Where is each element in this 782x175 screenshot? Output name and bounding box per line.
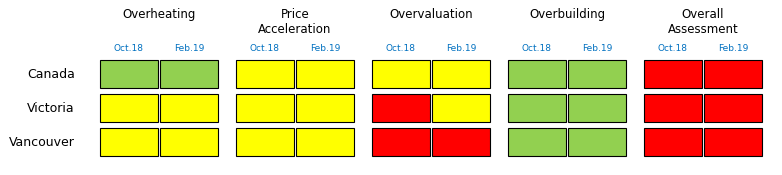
Text: Oct.18: Oct.18 — [386, 44, 416, 53]
Bar — [236, 94, 294, 122]
Bar — [704, 94, 762, 122]
Bar — [644, 128, 702, 156]
Bar — [100, 128, 158, 156]
Bar — [432, 60, 490, 88]
Bar — [296, 60, 354, 88]
Bar — [372, 128, 430, 156]
Bar — [160, 94, 218, 122]
Bar — [704, 128, 762, 156]
Bar — [644, 60, 702, 88]
Bar — [568, 60, 626, 88]
Text: Overbuilding: Overbuilding — [529, 8, 605, 21]
Text: Overheating: Overheating — [122, 8, 196, 21]
Text: Price
Acceleration: Price Acceleration — [258, 8, 332, 36]
Bar — [236, 60, 294, 88]
Text: Oct.18: Oct.18 — [522, 44, 552, 53]
Text: Canada: Canada — [27, 68, 75, 80]
Bar — [644, 94, 702, 122]
Bar — [100, 60, 158, 88]
Bar — [568, 94, 626, 122]
Text: Oct.18: Oct.18 — [658, 44, 688, 53]
Text: Victoria: Victoria — [27, 102, 75, 114]
Bar — [432, 128, 490, 156]
Bar — [160, 128, 218, 156]
Bar — [372, 94, 430, 122]
Text: Overvaluation: Overvaluation — [389, 8, 473, 21]
Text: Feb.19: Feb.19 — [582, 44, 612, 53]
Text: Oct.18: Oct.18 — [114, 44, 144, 53]
Bar — [508, 94, 566, 122]
Bar — [372, 60, 430, 88]
Bar — [568, 128, 626, 156]
Text: Overall
Assessment: Overall Assessment — [668, 8, 738, 36]
Text: Feb.19: Feb.19 — [446, 44, 476, 53]
Text: Feb.19: Feb.19 — [310, 44, 340, 53]
Text: Vancouver: Vancouver — [9, 135, 75, 149]
Bar — [508, 128, 566, 156]
Bar — [160, 60, 218, 88]
Bar — [100, 94, 158, 122]
Text: Feb.19: Feb.19 — [174, 44, 204, 53]
Bar — [236, 128, 294, 156]
Bar — [704, 60, 762, 88]
Bar — [296, 128, 354, 156]
Bar — [508, 60, 566, 88]
Text: Feb.19: Feb.19 — [718, 44, 748, 53]
Bar — [432, 94, 490, 122]
Text: Oct.18: Oct.18 — [250, 44, 280, 53]
Bar — [296, 94, 354, 122]
